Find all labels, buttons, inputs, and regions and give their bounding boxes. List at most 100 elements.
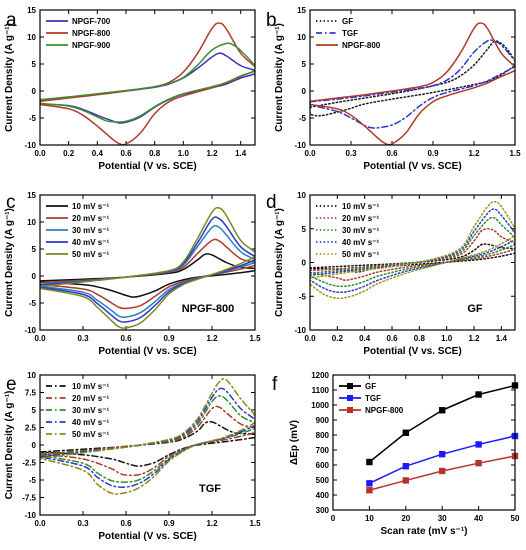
legend-label: 40 mV s⁻¹ [342, 238, 379, 247]
x-tick-label: 50 [511, 514, 520, 523]
y-tick-label: -2.5 [22, 459, 36, 468]
series-line-40-mv-s- [40, 387, 255, 488]
series-group [40, 377, 255, 495]
legend-label: 20 mV s⁻¹ [72, 214, 109, 223]
y-tick-label: 900 [316, 416, 330, 425]
x-tick-label: 1.4 [496, 334, 508, 343]
legend-marker [347, 395, 353, 401]
x-tick-label: 1.2 [468, 149, 480, 158]
x-tick-label: 20 [401, 514, 410, 523]
plot-frame [39, 374, 256, 516]
y-tick-label: -10 [24, 511, 36, 520]
y-tick-label: 10 [27, 33, 36, 42]
legend-marker [347, 407, 353, 413]
x-tick-label: 0.6 [386, 334, 398, 343]
x-tick-label: 0.0 [34, 519, 46, 528]
data-point [402, 429, 409, 436]
legend-label: TGF [342, 29, 358, 38]
series-line-npgf-900 [40, 42, 255, 123]
y-tick-label: -10 [24, 141, 36, 150]
panel-letter: a [6, 10, 17, 31]
legend-marker [347, 383, 353, 389]
panel-c: 0.0 0.3 0.6 0.9 1.2 1.5 -10 -5 0 5 10 15 Potential (… [4, 191, 261, 357]
legend: GF TGF NPGF-800 [316, 17, 381, 50]
panel-f: 0 10 20 30 40 50 300 400 500 600 700 800 900 1000 1100… [272, 371, 520, 537]
x-axis-label: Potential (V vs. SCE) [363, 161, 461, 172]
y-tick-label: -10 [294, 326, 306, 335]
x-axis-label: Potential (V vs. SCE) [98, 161, 196, 172]
y-ticks: -10 -5 0 5 10 15 [24, 6, 255, 150]
data-point [475, 441, 482, 448]
legend-label: NPGF-800 [342, 41, 381, 50]
y-tick-label: 7.5 [25, 389, 37, 398]
y-tick-label: 5 [32, 245, 37, 254]
series-group [40, 22, 255, 145]
y-tick-label: -7.5 [22, 494, 36, 503]
panel-a: 0.0 0.2 0.4 0.6 0.8 1.0 1.2 1.4 -10 -5 0 5 10 15 Poten… [4, 6, 256, 172]
y-axis-label: Current Density (A g⁻¹) [274, 23, 285, 132]
x-tick-label: 30 [438, 514, 447, 523]
legend-label: 40 mV s⁻¹ [72, 418, 109, 427]
x-tick-label: 1.4 [235, 149, 247, 158]
legend: GF TGF NPGF-800 [339, 382, 404, 415]
x-tick-label: 0.4 [92, 149, 104, 158]
x-tick-label: 1.2 [206, 149, 218, 158]
y-tick-label: 400 [316, 491, 330, 500]
legend: 10 mV s⁻¹ 20 mV s⁻¹ 30 mV s⁻¹ 40 mV s⁻¹ 50 m… [46, 382, 109, 439]
y-tick-label: 600 [316, 461, 330, 470]
y-axis-label: Current Density (A g⁻¹) [4, 208, 15, 317]
x-tick-label: 0.0 [34, 149, 46, 158]
data-point [402, 463, 409, 470]
legend-label: NPGF-800 [365, 406, 404, 415]
x-tick-label: 1.2 [468, 334, 480, 343]
x-tick-label: 0.0 [304, 334, 316, 343]
series-line-tgf [310, 39, 515, 129]
panel-letter: d [266, 192, 277, 213]
y-tick-label: 0 [302, 87, 307, 96]
panel-letter: f [272, 374, 278, 395]
panel-annotation: TGF [199, 483, 221, 495]
series-line-npgf-800 [310, 22, 515, 145]
y-tick-label: 10 [297, 191, 306, 200]
data-point [366, 487, 373, 494]
panel-letter: e [6, 374, 17, 395]
x-tick-label: 0.6 [120, 149, 132, 158]
y-tick-label: 5 [302, 225, 307, 234]
y-tick-label: 2.5 [25, 424, 37, 433]
legend-label: 50 mV s⁻¹ [72, 250, 109, 259]
x-tick-label: 0.6 [120, 334, 132, 343]
y-tick-label: 5 [32, 60, 37, 69]
y-axis-label: Current Density (A g⁻¹) [4, 391, 15, 500]
y-tick-label: 5 [32, 406, 37, 415]
panel-annotation: GF [467, 303, 483, 315]
y-axis-label: ΔEp (mV) [289, 420, 300, 465]
x-tick-label: 1.5 [249, 519, 261, 528]
legend: 10 mV s⁻¹ 20 mV s⁻¹ 30 mV s⁻¹ 40 mV s⁻¹ 50 m… [316, 202, 379, 259]
x-tick-label: 10 [365, 514, 374, 523]
data-point [366, 458, 373, 466]
plot-frame [39, 9, 256, 146]
data-point [475, 391, 482, 398]
panel-e: 0.0 0.3 0.6 0.9 1.2 1.5 -10 -7.5 -5 -2.5 0 2.5 5 7.5 1… [4, 371, 261, 542]
legend-label: 10 mV s⁻¹ [342, 202, 379, 211]
panel-b: 0.0 0.3 0.6 0.9 1.2 1.5 -10 -5 0 5 10 15 Potential (… [266, 6, 521, 172]
y-tick-label: 0 [32, 87, 37, 96]
y-tick-label: 500 [316, 476, 330, 485]
panel-annotation: NPGF-800 [182, 303, 235, 315]
legend-label: NPGF-700 [72, 17, 111, 26]
x-tick-label: 0.9 [163, 334, 175, 343]
legend-label: 10 mV s⁻¹ [72, 202, 109, 211]
legend-label: 50 mV s⁻¹ [72, 430, 109, 439]
x-axis-label: Potential (V vs. SCE) [363, 346, 461, 357]
y-tick-label: 700 [316, 446, 330, 455]
legend-label: 30 mV s⁻¹ [342, 226, 379, 235]
legend-label: NPGF-800 [72, 29, 111, 38]
legend-label: TGF [365, 394, 381, 403]
legend-label: 40 mV s⁻¹ [72, 238, 109, 247]
panel-letter: b [266, 10, 277, 31]
y-tick-label: -5 [29, 114, 37, 123]
x-axis-label: Scan rate (mV s⁻¹) [381, 526, 468, 537]
legend: 10 mV s⁻¹ 20 mV s⁻¹ 30 mV s⁻¹ 40 mV s⁻¹ 50 m… [46, 202, 109, 259]
x-tick-label: 0.0 [34, 334, 46, 343]
